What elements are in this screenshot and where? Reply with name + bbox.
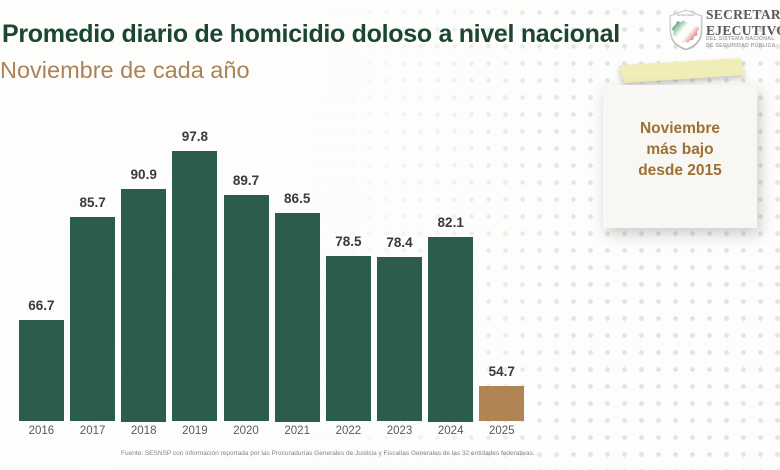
svg-text:SECRETARIADO: SECRETARIADO xyxy=(677,14,695,17)
